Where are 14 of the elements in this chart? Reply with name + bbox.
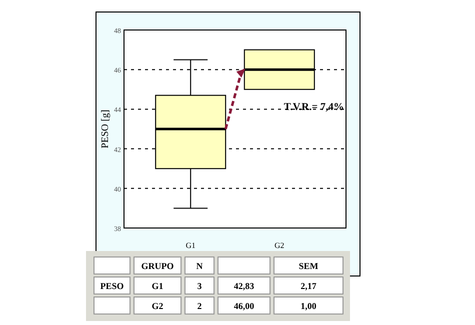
text: 2,17 xyxy=(300,281,317,291)
text: GRUPO xyxy=(141,261,174,271)
annotation: T.V.R.= 7,4% xyxy=(284,102,344,114)
y-axis-title: PESO [g] xyxy=(100,110,111,148)
text: 2 xyxy=(197,301,202,311)
text: N xyxy=(196,261,204,271)
text: 3 xyxy=(197,281,202,291)
text: G2 xyxy=(152,301,164,311)
text: 42,83 xyxy=(234,281,255,291)
text: 1,00 xyxy=(300,301,317,311)
text: G1 xyxy=(152,281,164,291)
text: SEM xyxy=(298,261,319,271)
text: PESO xyxy=(100,281,124,291)
text: 46,00 xyxy=(234,301,255,311)
